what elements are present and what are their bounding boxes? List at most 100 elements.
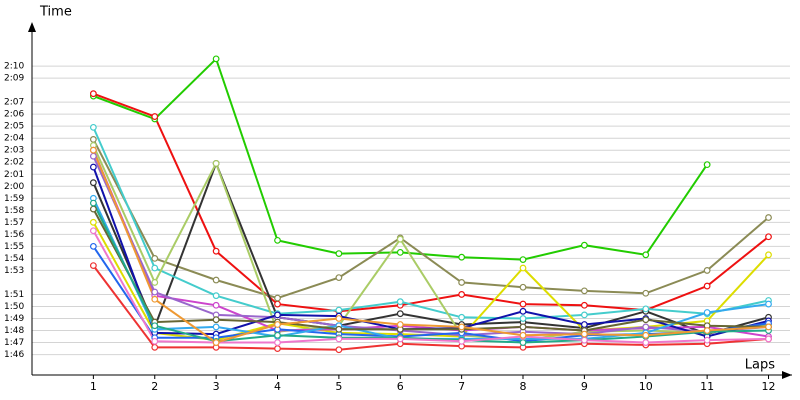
data-point — [335, 335, 343, 343]
series-line — [92, 264, 769, 351]
y-tick-label: 2:01 — [4, 170, 24, 180]
data-point — [89, 242, 97, 250]
data-point — [335, 315, 343, 322]
data-point — [274, 236, 281, 244]
data-point — [335, 346, 343, 354]
data-point — [89, 199, 97, 207]
data-point — [89, 152, 97, 160]
data-point — [580, 336, 588, 344]
x-axis-arrow — [782, 371, 792, 379]
data-point — [458, 323, 466, 331]
data-point — [458, 291, 466, 298]
data-point — [89, 146, 97, 154]
data-point — [212, 55, 220, 63]
data-point — [89, 205, 97, 213]
data-point — [396, 335, 404, 343]
data-point — [274, 300, 281, 308]
data-point — [458, 313, 466, 321]
y-tick-label: 1:46 — [4, 350, 24, 360]
data-point — [89, 163, 97, 171]
data-point — [703, 309, 711, 316]
data-point — [580, 287, 588, 295]
data-point — [212, 339, 220, 346]
data-point — [765, 300, 772, 308]
data-point — [89, 179, 97, 187]
data-point — [765, 323, 772, 331]
data-point — [89, 218, 97, 226]
x-tick-label: 10 — [639, 380, 653, 393]
y-tick-label: 1:51 — [4, 290, 24, 300]
x-tick-label: 5 — [335, 380, 342, 393]
data-point — [703, 267, 711, 274]
data-point — [765, 233, 772, 241]
y-tick-label: 1:53 — [4, 266, 24, 276]
y-tick-label: 2:03 — [4, 146, 24, 156]
data-point — [212, 160, 220, 167]
data-point — [396, 310, 404, 318]
data-point — [274, 331, 281, 339]
y-tick-label: 1:57 — [4, 218, 24, 228]
series-line — [92, 149, 769, 344]
data-point — [519, 315, 527, 322]
data-point — [519, 264, 527, 272]
series-line — [92, 160, 769, 336]
data-point — [274, 321, 281, 328]
x-axis-title: Laps — [745, 358, 775, 373]
data-point — [89, 90, 97, 98]
data-point — [703, 327, 711, 334]
data-point — [642, 331, 650, 339]
y-tick-label: 1:48 — [4, 326, 24, 336]
x-tick-label: 2 — [151, 380, 158, 393]
data-point — [458, 279, 466, 286]
data-point — [642, 289, 650, 297]
data-point — [212, 316, 220, 324]
data-point — [642, 316, 650, 324]
data-point — [151, 288, 159, 296]
y-tick-label: 2:05 — [4, 122, 24, 132]
data-point — [212, 292, 220, 300]
data-point — [396, 321, 404, 328]
data-point — [580, 241, 588, 249]
data-point — [335, 250, 343, 257]
data-point — [703, 336, 711, 344]
y-tick-label: 2:06 — [4, 110, 24, 120]
data-point — [151, 254, 159, 262]
data-point — [151, 343, 159, 351]
data-point — [335, 306, 343, 314]
x-tick-label: 12 — [762, 380, 776, 393]
y-axis-title: Time — [39, 5, 72, 20]
data-point — [274, 294, 281, 302]
data-point — [580, 301, 588, 309]
x-tick-label: 4 — [274, 380, 281, 393]
data-point — [274, 339, 281, 346]
data-point — [580, 330, 588, 338]
y-tick-label: 1:59 — [4, 194, 24, 204]
y-tick-label: 2:09 — [4, 74, 24, 84]
series-line — [92, 155, 769, 337]
y-tick-label: 1:55 — [4, 242, 24, 252]
y-tick-label: 2:04 — [4, 134, 24, 144]
data-point — [458, 253, 466, 261]
x-tick-label: 8 — [520, 380, 527, 393]
data-point — [396, 298, 404, 306]
data-point — [274, 345, 281, 352]
data-point — [458, 337, 466, 345]
y-tick-label: 2:10 — [4, 62, 24, 72]
data-point — [89, 123, 97, 131]
data-point — [212, 301, 220, 309]
data-point — [519, 283, 527, 291]
series-line — [92, 138, 770, 300]
y-tick-label: 1:56 — [4, 230, 24, 240]
data-point — [519, 331, 527, 339]
y-tick-label: 1:49 — [4, 314, 24, 324]
data-point — [335, 325, 343, 333]
data-point — [703, 161, 711, 169]
data-point — [212, 247, 220, 255]
series-line — [92, 230, 769, 344]
data-point — [519, 300, 527, 308]
data-point — [89, 262, 97, 270]
data-point — [151, 337, 159, 345]
series-line — [92, 202, 769, 344]
data-point — [580, 321, 588, 328]
